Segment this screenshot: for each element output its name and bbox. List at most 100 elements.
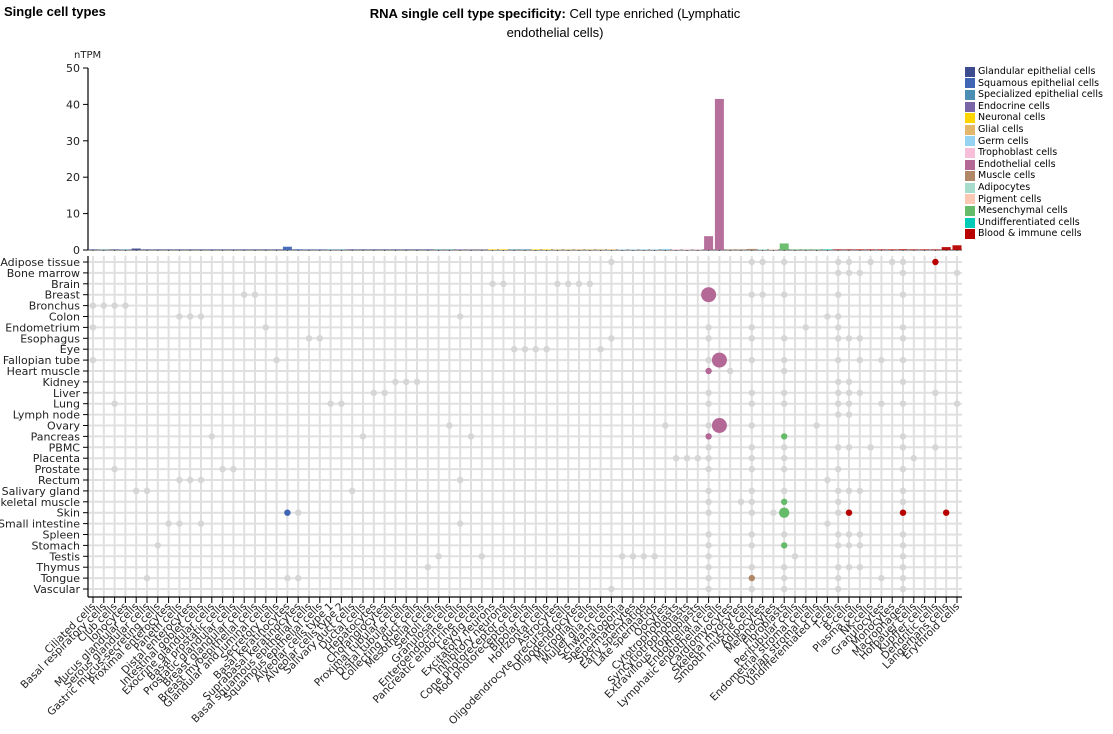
bar[interactable] <box>304 249 314 250</box>
bar[interactable] <box>261 249 271 250</box>
data-dot[interactable] <box>953 269 961 277</box>
data-dot[interactable] <box>899 564 907 571</box>
data-dot[interactable] <box>835 324 842 331</box>
bar[interactable] <box>779 243 789 250</box>
legend-item[interactable]: Trophoblast cells <box>965 147 1103 159</box>
bar[interactable] <box>920 249 930 250</box>
data-dot[interactable] <box>748 487 755 495</box>
bar[interactable] <box>585 249 595 250</box>
data-dot[interactable] <box>673 455 680 462</box>
bar[interactable] <box>876 249 886 250</box>
data-dot[interactable] <box>835 564 842 571</box>
data-dot[interactable] <box>824 520 831 527</box>
data-dot[interactable] <box>845 269 853 277</box>
bar[interactable] <box>444 249 454 250</box>
highlighted-dot[interactable] <box>748 574 755 582</box>
data-dot[interactable] <box>748 531 755 538</box>
legend-item[interactable]: Glandular epithelial cells <box>965 66 1103 78</box>
data-dot[interactable] <box>748 444 755 451</box>
data-dot[interactable] <box>327 400 334 407</box>
data-dot[interactable] <box>176 520 183 527</box>
data-dot[interactable] <box>856 487 863 495</box>
bar[interactable] <box>164 249 174 250</box>
bar[interactable] <box>88 249 98 250</box>
data-dot[interactable] <box>619 553 626 560</box>
bar[interactable] <box>509 249 519 250</box>
data-dot[interactable] <box>770 509 777 516</box>
bar[interactable] <box>617 249 627 250</box>
data-dot[interactable] <box>608 335 615 342</box>
data-dot[interactable] <box>899 378 907 386</box>
bar[interactable] <box>606 249 616 250</box>
data-dot[interactable] <box>748 389 755 396</box>
data-dot[interactable] <box>824 476 831 484</box>
bar[interactable] <box>380 249 390 250</box>
bar[interactable] <box>693 249 703 250</box>
highlighted-dot[interactable] <box>781 542 788 549</box>
data-dot[interactable] <box>835 335 842 342</box>
data-dot[interactable] <box>932 389 939 396</box>
data-dot[interactable] <box>748 422 755 429</box>
data-dot[interactable] <box>133 487 140 495</box>
data-dot[interactable] <box>457 476 464 484</box>
data-dot[interactable] <box>608 258 615 266</box>
legend-item[interactable]: Muscle cells <box>965 170 1103 182</box>
data-dot[interactable] <box>835 356 842 364</box>
data-dot[interactable] <box>403 378 410 386</box>
legend-item[interactable]: Germ cells <box>965 136 1103 148</box>
data-dot[interactable] <box>845 258 853 266</box>
data-dot[interactable] <box>845 487 853 495</box>
highlighted-dot[interactable] <box>845 509 853 516</box>
bar[interactable] <box>866 249 876 250</box>
data-dot[interactable] <box>899 465 907 473</box>
bar[interactable] <box>174 249 184 250</box>
legend-item[interactable]: Squamous epithelial cells <box>965 78 1103 90</box>
data-dot[interactable] <box>835 444 842 451</box>
data-dot[interactable] <box>845 378 853 386</box>
bar[interactable] <box>390 249 400 250</box>
data-dot[interactable] <box>705 585 712 593</box>
bar[interactable] <box>228 249 238 250</box>
data-dot[interactable] <box>165 520 172 527</box>
data-dot[interactable] <box>489 280 496 287</box>
legend-item[interactable]: Mesenchymal cells <box>965 205 1103 217</box>
bar[interactable] <box>336 249 346 250</box>
highlighted-dot[interactable] <box>705 433 712 440</box>
data-dot[interactable] <box>835 269 842 277</box>
data-dot[interactable] <box>89 356 97 364</box>
data-dot[interactable] <box>781 335 788 342</box>
bar[interactable] <box>185 249 195 250</box>
data-dot[interactable] <box>705 422 712 429</box>
legend-item[interactable]: Adipocytes <box>965 182 1103 194</box>
data-dot[interactable] <box>176 476 183 484</box>
bar[interactable] <box>196 249 206 250</box>
legend-item[interactable]: Blood & immune cells <box>965 228 1103 240</box>
data-dot[interactable] <box>899 335 907 342</box>
data-dot[interactable] <box>554 280 561 287</box>
data-dot[interactable] <box>835 291 842 298</box>
data-dot[interactable] <box>791 553 799 560</box>
data-dot[interactable] <box>899 258 907 266</box>
data-dot[interactable] <box>835 531 842 538</box>
legend-item[interactable]: Endocrine cells <box>965 101 1103 113</box>
data-dot[interactable] <box>241 291 248 298</box>
bar[interactable] <box>596 249 606 250</box>
legend-item[interactable]: Specialized epithelial cells <box>965 89 1103 101</box>
bar[interactable] <box>628 249 638 250</box>
bar[interactable] <box>369 249 379 250</box>
data-dot[interactable] <box>824 313 831 320</box>
bar[interactable] <box>542 249 552 250</box>
data-dot[interactable] <box>845 564 853 571</box>
data-dot[interactable] <box>305 335 313 342</box>
data-dot[interactable] <box>89 302 97 309</box>
data-dot[interactable] <box>748 455 755 462</box>
data-dot[interactable] <box>845 400 853 407</box>
data-dot[interactable] <box>413 378 421 386</box>
bar[interactable] <box>855 249 865 250</box>
bar[interactable] <box>488 249 498 250</box>
data-dot[interactable] <box>705 487 712 495</box>
bar[interactable] <box>801 249 811 250</box>
bar[interactable] <box>725 249 735 250</box>
data-dot[interactable] <box>705 553 712 560</box>
highlighted-dot[interactable] <box>899 509 907 516</box>
